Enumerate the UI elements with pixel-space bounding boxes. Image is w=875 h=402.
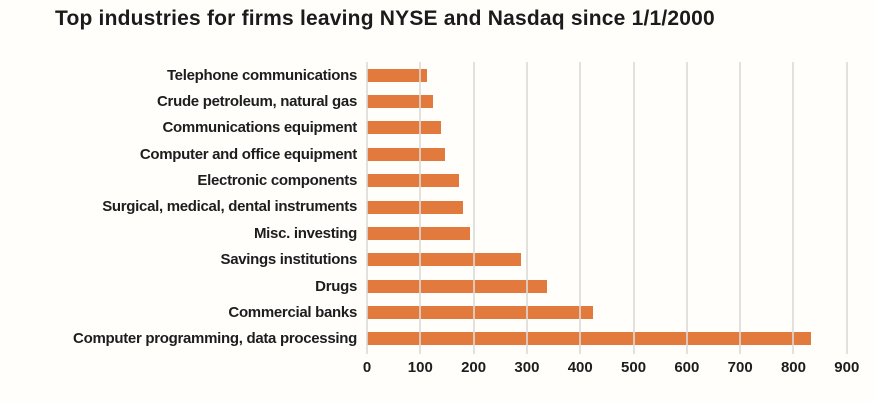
x-axis-tick-label: 900 <box>834 359 860 376</box>
gridline <box>579 62 582 354</box>
bar <box>367 279 548 293</box>
x-axis-tick-label: 200 <box>461 359 487 376</box>
bar <box>367 305 594 319</box>
category-label: Telephone communications <box>166 66 357 84</box>
category-label: Commercial banks <box>228 303 357 321</box>
category-label: Electronic components <box>197 172 357 190</box>
bar <box>367 147 445 161</box>
x-axis-tick-label: 100 <box>407 359 433 376</box>
gridline <box>419 62 422 354</box>
bar <box>367 226 471 240</box>
category-label: Savings institutions <box>220 251 357 269</box>
gridline <box>632 62 635 354</box>
bar <box>367 68 427 82</box>
x-axis-tick-label: 400 <box>567 359 593 376</box>
gridline <box>366 62 368 354</box>
gridline <box>792 62 795 354</box>
bar <box>367 332 812 346</box>
category-label: Surgical, medical, dental instruments <box>102 198 357 216</box>
x-axis-tick-label: 600 <box>674 359 700 376</box>
category-label: Computer and office equipment <box>139 145 357 163</box>
bar <box>367 121 442 135</box>
x-axis-tick-label: 0 <box>362 359 372 376</box>
gridline <box>472 62 475 354</box>
gridline <box>525 62 528 354</box>
x-axis-tick-label: 800 <box>780 359 806 376</box>
category-label: Computer programming, data processing <box>73 330 357 348</box>
gridline <box>739 62 742 354</box>
bar <box>367 200 464 214</box>
gridline <box>845 62 848 354</box>
category-label: Drugs <box>315 277 357 295</box>
x-axis-tick-label: 300 <box>514 359 540 376</box>
gridline <box>685 62 688 354</box>
chart-title: Top industries for firms leaving NYSE an… <box>55 7 715 30</box>
x-axis-tick-label: 700 <box>727 359 753 376</box>
x-axis-tick-label: 500 <box>621 359 647 376</box>
category-label: Misc. investing <box>253 224 357 242</box>
bar <box>367 95 433 109</box>
category-label: Crude petroleum, natural gas <box>157 93 357 111</box>
bar <box>367 174 459 188</box>
bar <box>367 253 522 267</box>
category-label: Communications equipment <box>162 119 358 137</box>
